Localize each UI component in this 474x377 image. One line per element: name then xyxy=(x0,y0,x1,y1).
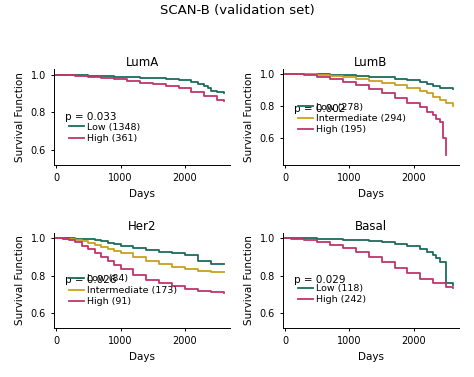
Text: p = 0.033: p = 0.033 xyxy=(64,112,116,122)
X-axis label: Days: Days xyxy=(358,188,384,199)
Title: Basal: Basal xyxy=(355,219,387,233)
Y-axis label: Survival Function: Survival Function xyxy=(244,72,254,162)
Title: Her2: Her2 xyxy=(128,219,156,233)
Legend: Low (118), High (242): Low (118), High (242) xyxy=(298,284,366,304)
Legend: Low (278), Intermediate (294), High (195): Low (278), Intermediate (294), High (195… xyxy=(298,103,406,134)
X-axis label: Days: Days xyxy=(129,188,155,199)
Legend: Low (1348), High (361): Low (1348), High (361) xyxy=(69,123,141,143)
Text: p = 0.026: p = 0.026 xyxy=(64,275,116,285)
Title: LumB: LumB xyxy=(355,56,388,69)
Text: p = 0.002: p = 0.002 xyxy=(293,104,345,114)
X-axis label: Days: Days xyxy=(129,352,155,362)
Title: LumA: LumA xyxy=(126,56,159,69)
Y-axis label: Survival Function: Survival Function xyxy=(15,72,25,162)
Legend: Low (84), Intermediate (173), High (91): Low (84), Intermediate (173), High (91) xyxy=(69,274,177,306)
Y-axis label: Survival Function: Survival Function xyxy=(15,235,25,325)
Text: SCAN-B (validation set): SCAN-B (validation set) xyxy=(160,4,314,17)
Text: p = 0.029: p = 0.029 xyxy=(293,275,345,285)
X-axis label: Days: Days xyxy=(358,352,384,362)
Y-axis label: Survival Function: Survival Function xyxy=(244,235,254,325)
